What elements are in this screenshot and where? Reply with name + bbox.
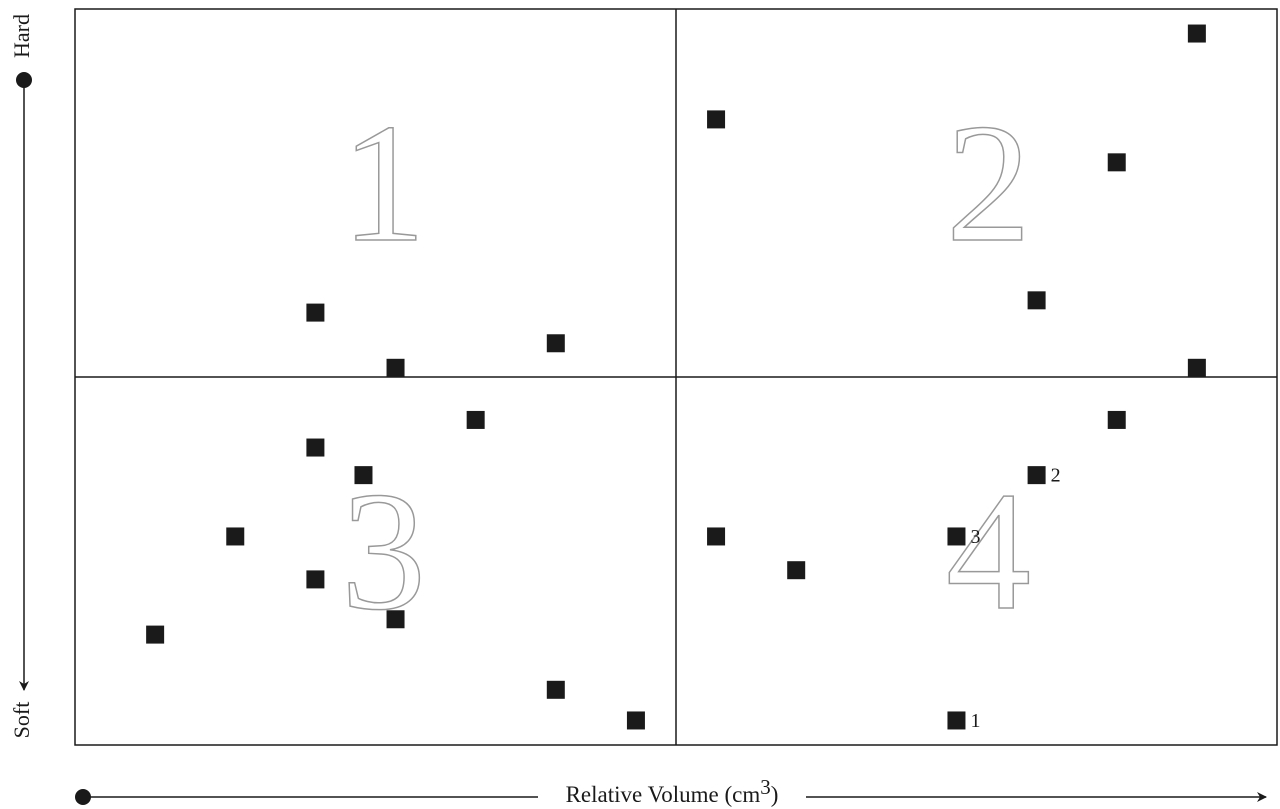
point <box>546 680 565 699</box>
x-label-text: Relative Volume (cm <box>566 782 761 807</box>
point-label: 2 <box>1051 465 1061 487</box>
plot-layer: 1 23 4 231 <box>75 9 1277 745</box>
point <box>306 303 325 322</box>
point <box>1107 410 1126 429</box>
quadrant-label: 4 <box>946 457 1031 645</box>
point <box>386 610 405 629</box>
quadrant-label: 3 <box>341 457 426 645</box>
point <box>1027 466 1046 485</box>
point <box>707 527 726 546</box>
point <box>466 410 485 429</box>
y-axis-dot <box>16 72 32 88</box>
point <box>947 527 966 546</box>
x-label-sup: 3 <box>760 775 771 799</box>
x-axis-dot <box>75 789 91 805</box>
point <box>1187 24 1206 43</box>
point <box>354 466 373 485</box>
point-label: 1 <box>970 710 980 732</box>
point <box>146 625 165 644</box>
x-axis-label: Relative Volume (cm3) <box>566 775 779 807</box>
x-label-background <box>538 780 806 809</box>
point-label: 3 <box>970 526 980 548</box>
point <box>1107 153 1126 172</box>
point <box>707 110 726 129</box>
point <box>787 561 806 580</box>
y-bottom-label: Soft <box>9 702 34 739</box>
point <box>546 334 565 353</box>
y-top-label: Hard <box>9 14 34 58</box>
point <box>1027 291 1046 310</box>
point <box>626 711 645 730</box>
point <box>226 527 245 546</box>
quadrant-label: 1 <box>341 89 426 277</box>
point <box>306 570 325 589</box>
point <box>947 711 966 730</box>
quadrant-label: 2 <box>946 89 1031 277</box>
point <box>306 438 325 457</box>
x-label-end: ) <box>771 782 779 807</box>
point <box>386 358 405 377</box>
point <box>1187 358 1206 377</box>
